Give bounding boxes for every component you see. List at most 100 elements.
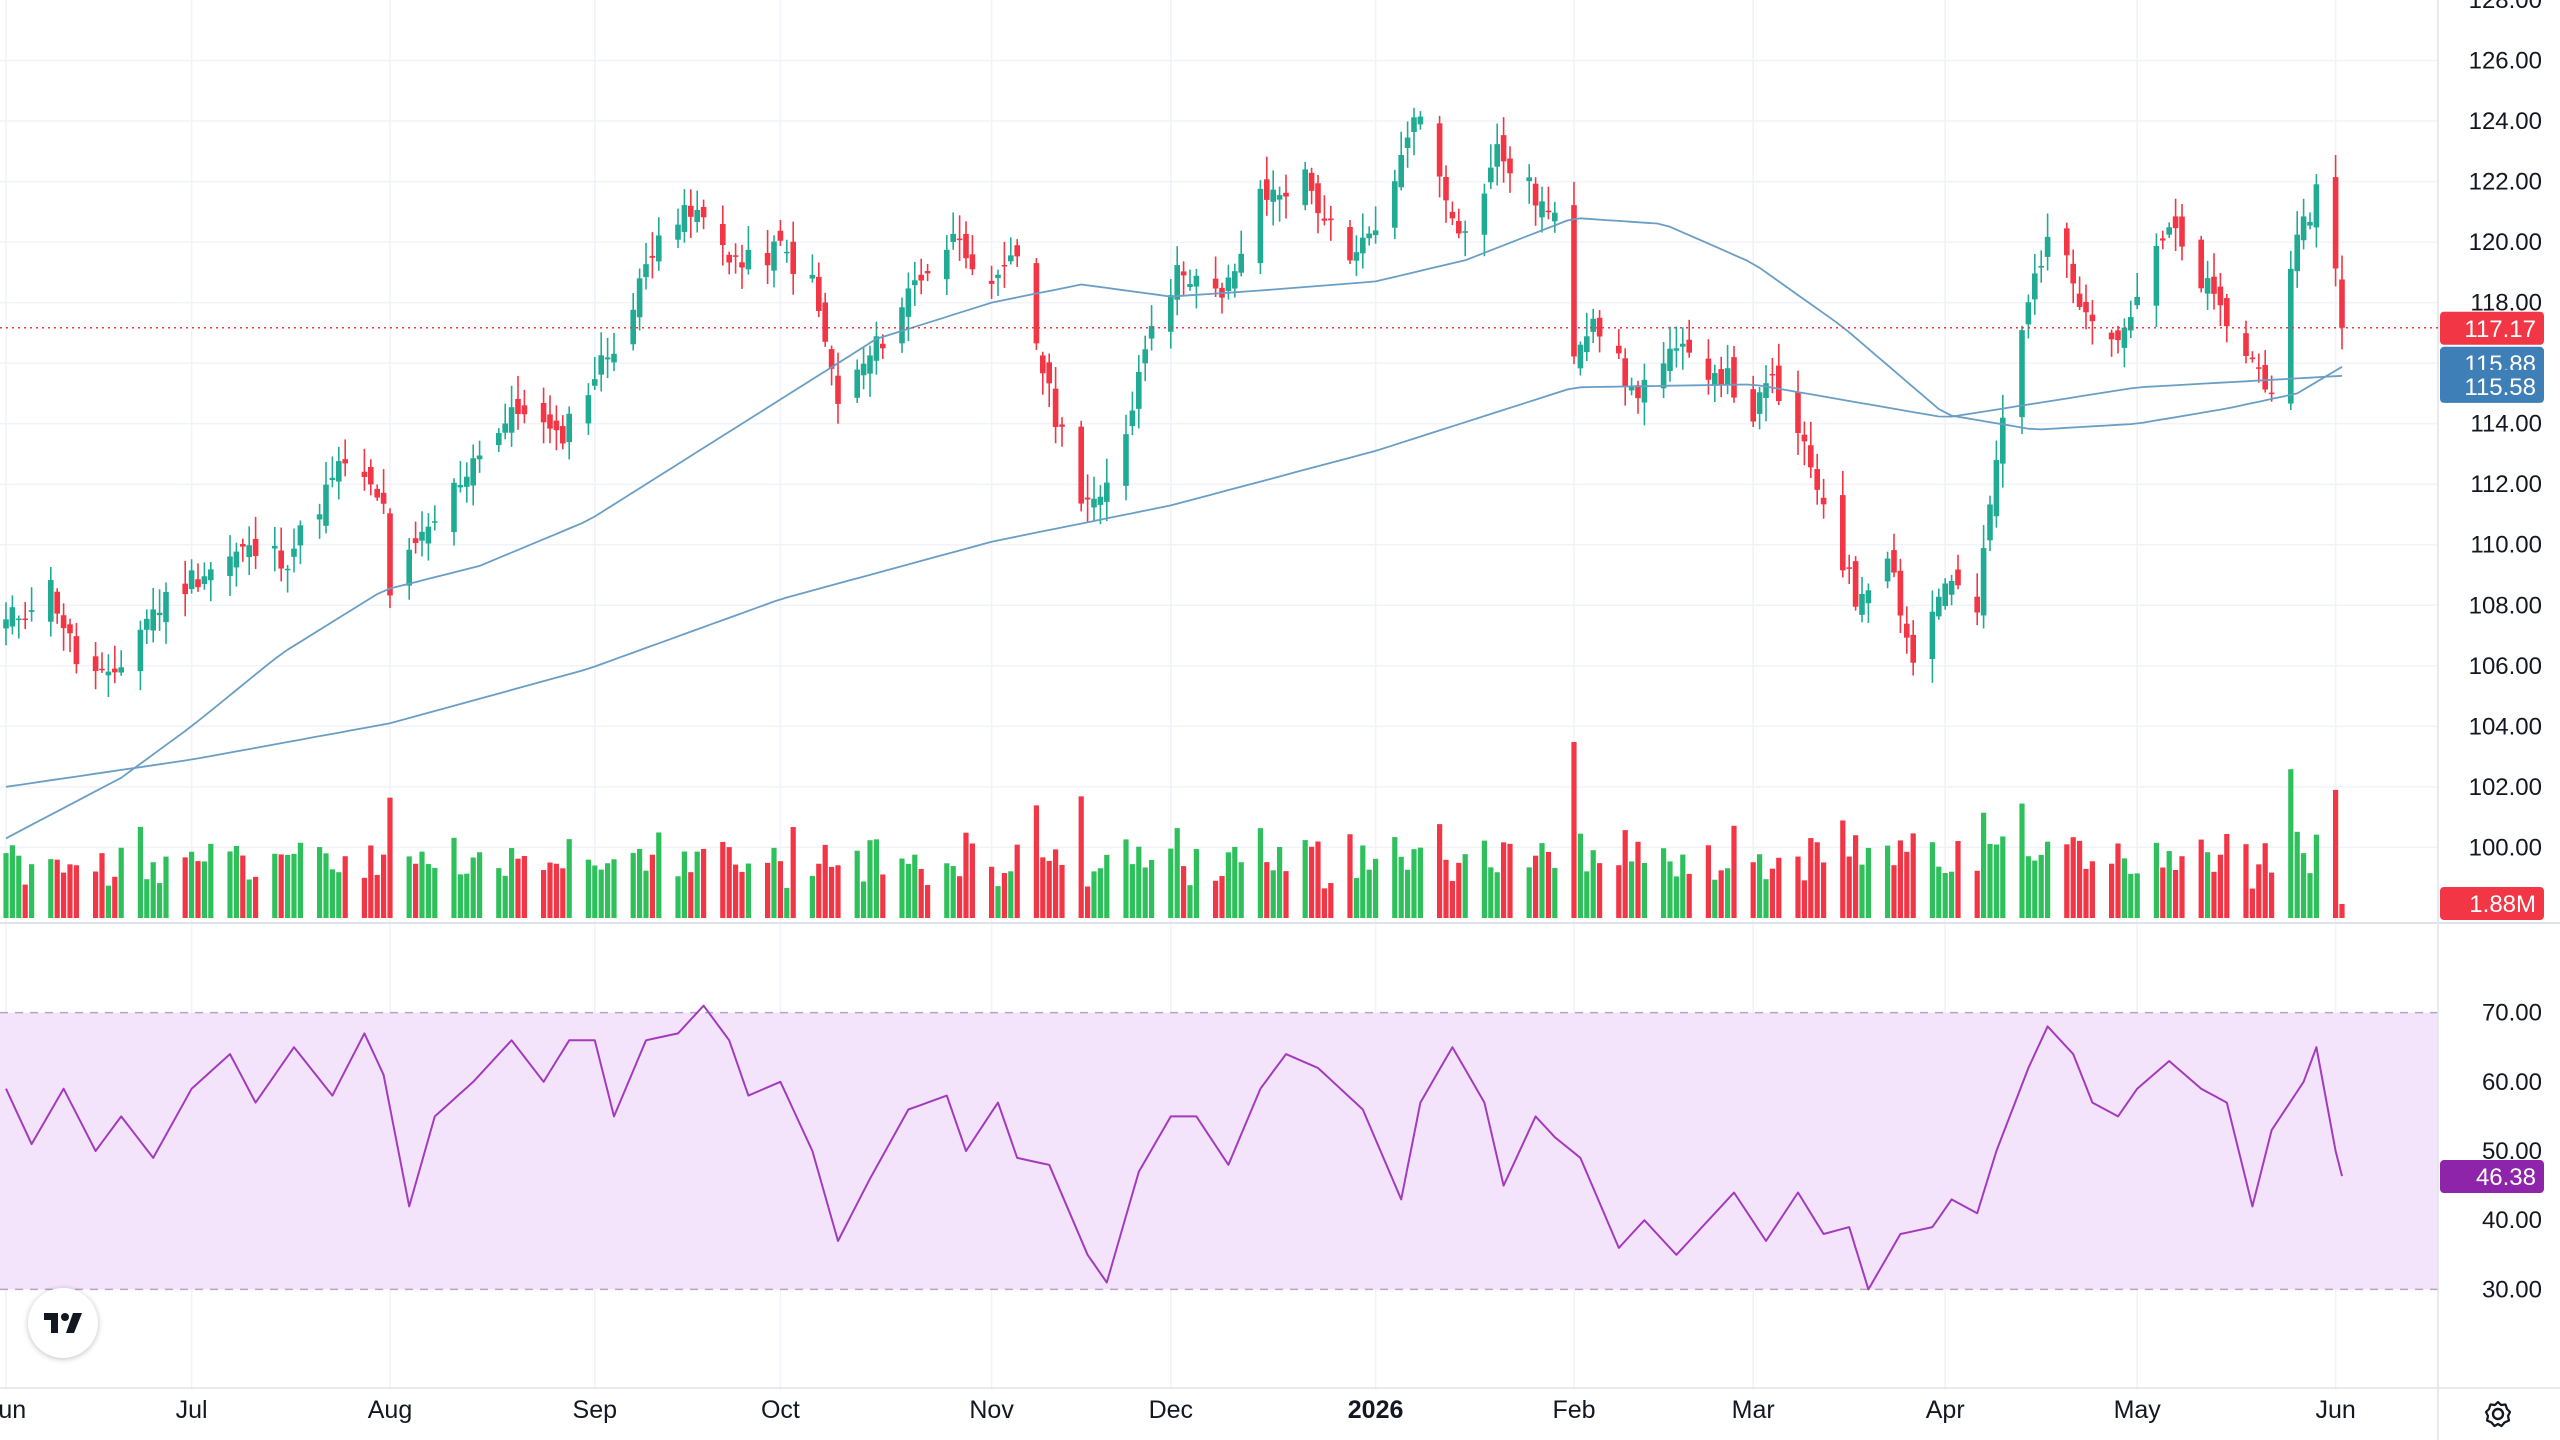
candle-body: [1212, 278, 1219, 289]
volume-bar: [1853, 835, 1859, 918]
volume-bar: [1257, 828, 1263, 918]
price-tick-label: 124.00: [2469, 108, 2542, 135]
candle-body: [1776, 365, 1782, 402]
volume-bar: [1936, 866, 1942, 918]
volume-bar: [1929, 842, 1935, 918]
candle-body: [28, 610, 35, 612]
volume-bar: [93, 871, 99, 918]
candle-body: [73, 636, 80, 665]
volume-bar: [1731, 825, 1737, 918]
tradingview-logo-icon[interactable]: [28, 1288, 98, 1358]
candle-body: [92, 656, 99, 672]
candle-body: [1347, 227, 1353, 261]
candle-body: [1667, 348, 1673, 371]
volume-bar: [246, 879, 252, 918]
candle-body: [272, 545, 278, 549]
candle-body: [1052, 388, 1059, 428]
candle-body: [1078, 426, 1084, 504]
volume-bar: [227, 851, 233, 918]
candle-body: [432, 521, 438, 523]
candle-body: [2172, 216, 2179, 229]
volume-bar: [1769, 868, 1775, 918]
moving-average-fast-line: [5, 217, 2343, 840]
price-tick-label: 110.00: [2470, 532, 2542, 559]
candle-body: [22, 618, 28, 621]
volume-bar: [733, 864, 739, 918]
volume-bar: [1865, 847, 1871, 918]
volume-bar: [253, 876, 259, 918]
candle-body: [918, 274, 924, 281]
volume-bar: [2128, 873, 2134, 918]
settings-gear-icon[interactable]: [2474, 1390, 2522, 1438]
candle-body: [329, 477, 336, 481]
volume-bar: [726, 847, 732, 918]
volume-bar: [1801, 880, 1807, 918]
volume-bar: [387, 797, 393, 918]
volume-bar: [496, 868, 502, 918]
volume-bar: [2294, 831, 2300, 918]
volume-bar: [137, 826, 143, 918]
volume-bar: [54, 859, 60, 918]
volume-bar: [297, 842, 303, 918]
candle-body: [1545, 210, 1552, 213]
candle-body: [195, 579, 201, 588]
volume-bar: [1040, 857, 1046, 918]
volume-bar: [278, 854, 284, 918]
volume-bar: [233, 845, 239, 918]
candle-body: [1539, 201, 1545, 218]
volume-bar: [1673, 876, 1679, 918]
candle-body: [1808, 445, 1814, 468]
candle-body: [1014, 245, 1020, 257]
candle-body: [412, 538, 419, 544]
candle-body: [1820, 497, 1827, 505]
candle-body: [2025, 302, 2032, 325]
candle-body: [950, 233, 956, 243]
candle-body: [252, 538, 259, 557]
volume-bar: [1539, 843, 1545, 918]
candle-body: [227, 556, 233, 576]
candle-body: [726, 254, 732, 263]
volume-bar: [1366, 869, 1372, 918]
volume-bar: [861, 881, 867, 918]
candle-body: [604, 357, 611, 360]
volume-bar: [1321, 888, 1327, 918]
volume-bar: [1078, 796, 1084, 918]
volume-bar: [2301, 853, 2307, 918]
volume-bar: [598, 869, 604, 918]
rsi-line: [5, 1004, 2343, 1291]
candle-body: [1193, 275, 1200, 287]
volume-bar: [1501, 842, 1507, 918]
volume-bar: [1353, 878, 1359, 918]
candle-body: [1180, 271, 1187, 276]
candle-body: [208, 569, 214, 581]
candle-body: [2249, 357, 2256, 360]
candle-body: [1494, 144, 1500, 167]
volume-bar: [1667, 861, 1673, 918]
candle-body: [1500, 135, 1507, 162]
volume-bar: [2262, 843, 2268, 918]
volume-bar: [1264, 862, 1270, 918]
candle-body: [2166, 227, 2172, 235]
candle-body: [924, 271, 931, 274]
candle-body: [1865, 590, 1872, 604]
volume-bar: [675, 876, 681, 918]
candle-body: [912, 280, 918, 286]
volume-bar: [835, 865, 841, 918]
volume-bar: [1014, 844, 1020, 918]
candle-body: [1097, 496, 1104, 505]
candle-body: [451, 482, 457, 533]
candle-body: [1590, 318, 1596, 332]
volume-bar: [105, 885, 111, 918]
candle-body: [380, 492, 387, 504]
rsi-tick-label: 70.00: [2482, 1000, 2542, 1027]
candle-body: [1660, 363, 1667, 389]
candle-body: [502, 423, 508, 433]
candle-body: [675, 224, 681, 240]
ma-slow-badge-background: [2440, 369, 2544, 403]
candle-body: [2243, 333, 2249, 357]
candle-body: [1980, 548, 1987, 616]
candle-body: [1059, 424, 1065, 427]
volume-bar: [291, 853, 297, 918]
